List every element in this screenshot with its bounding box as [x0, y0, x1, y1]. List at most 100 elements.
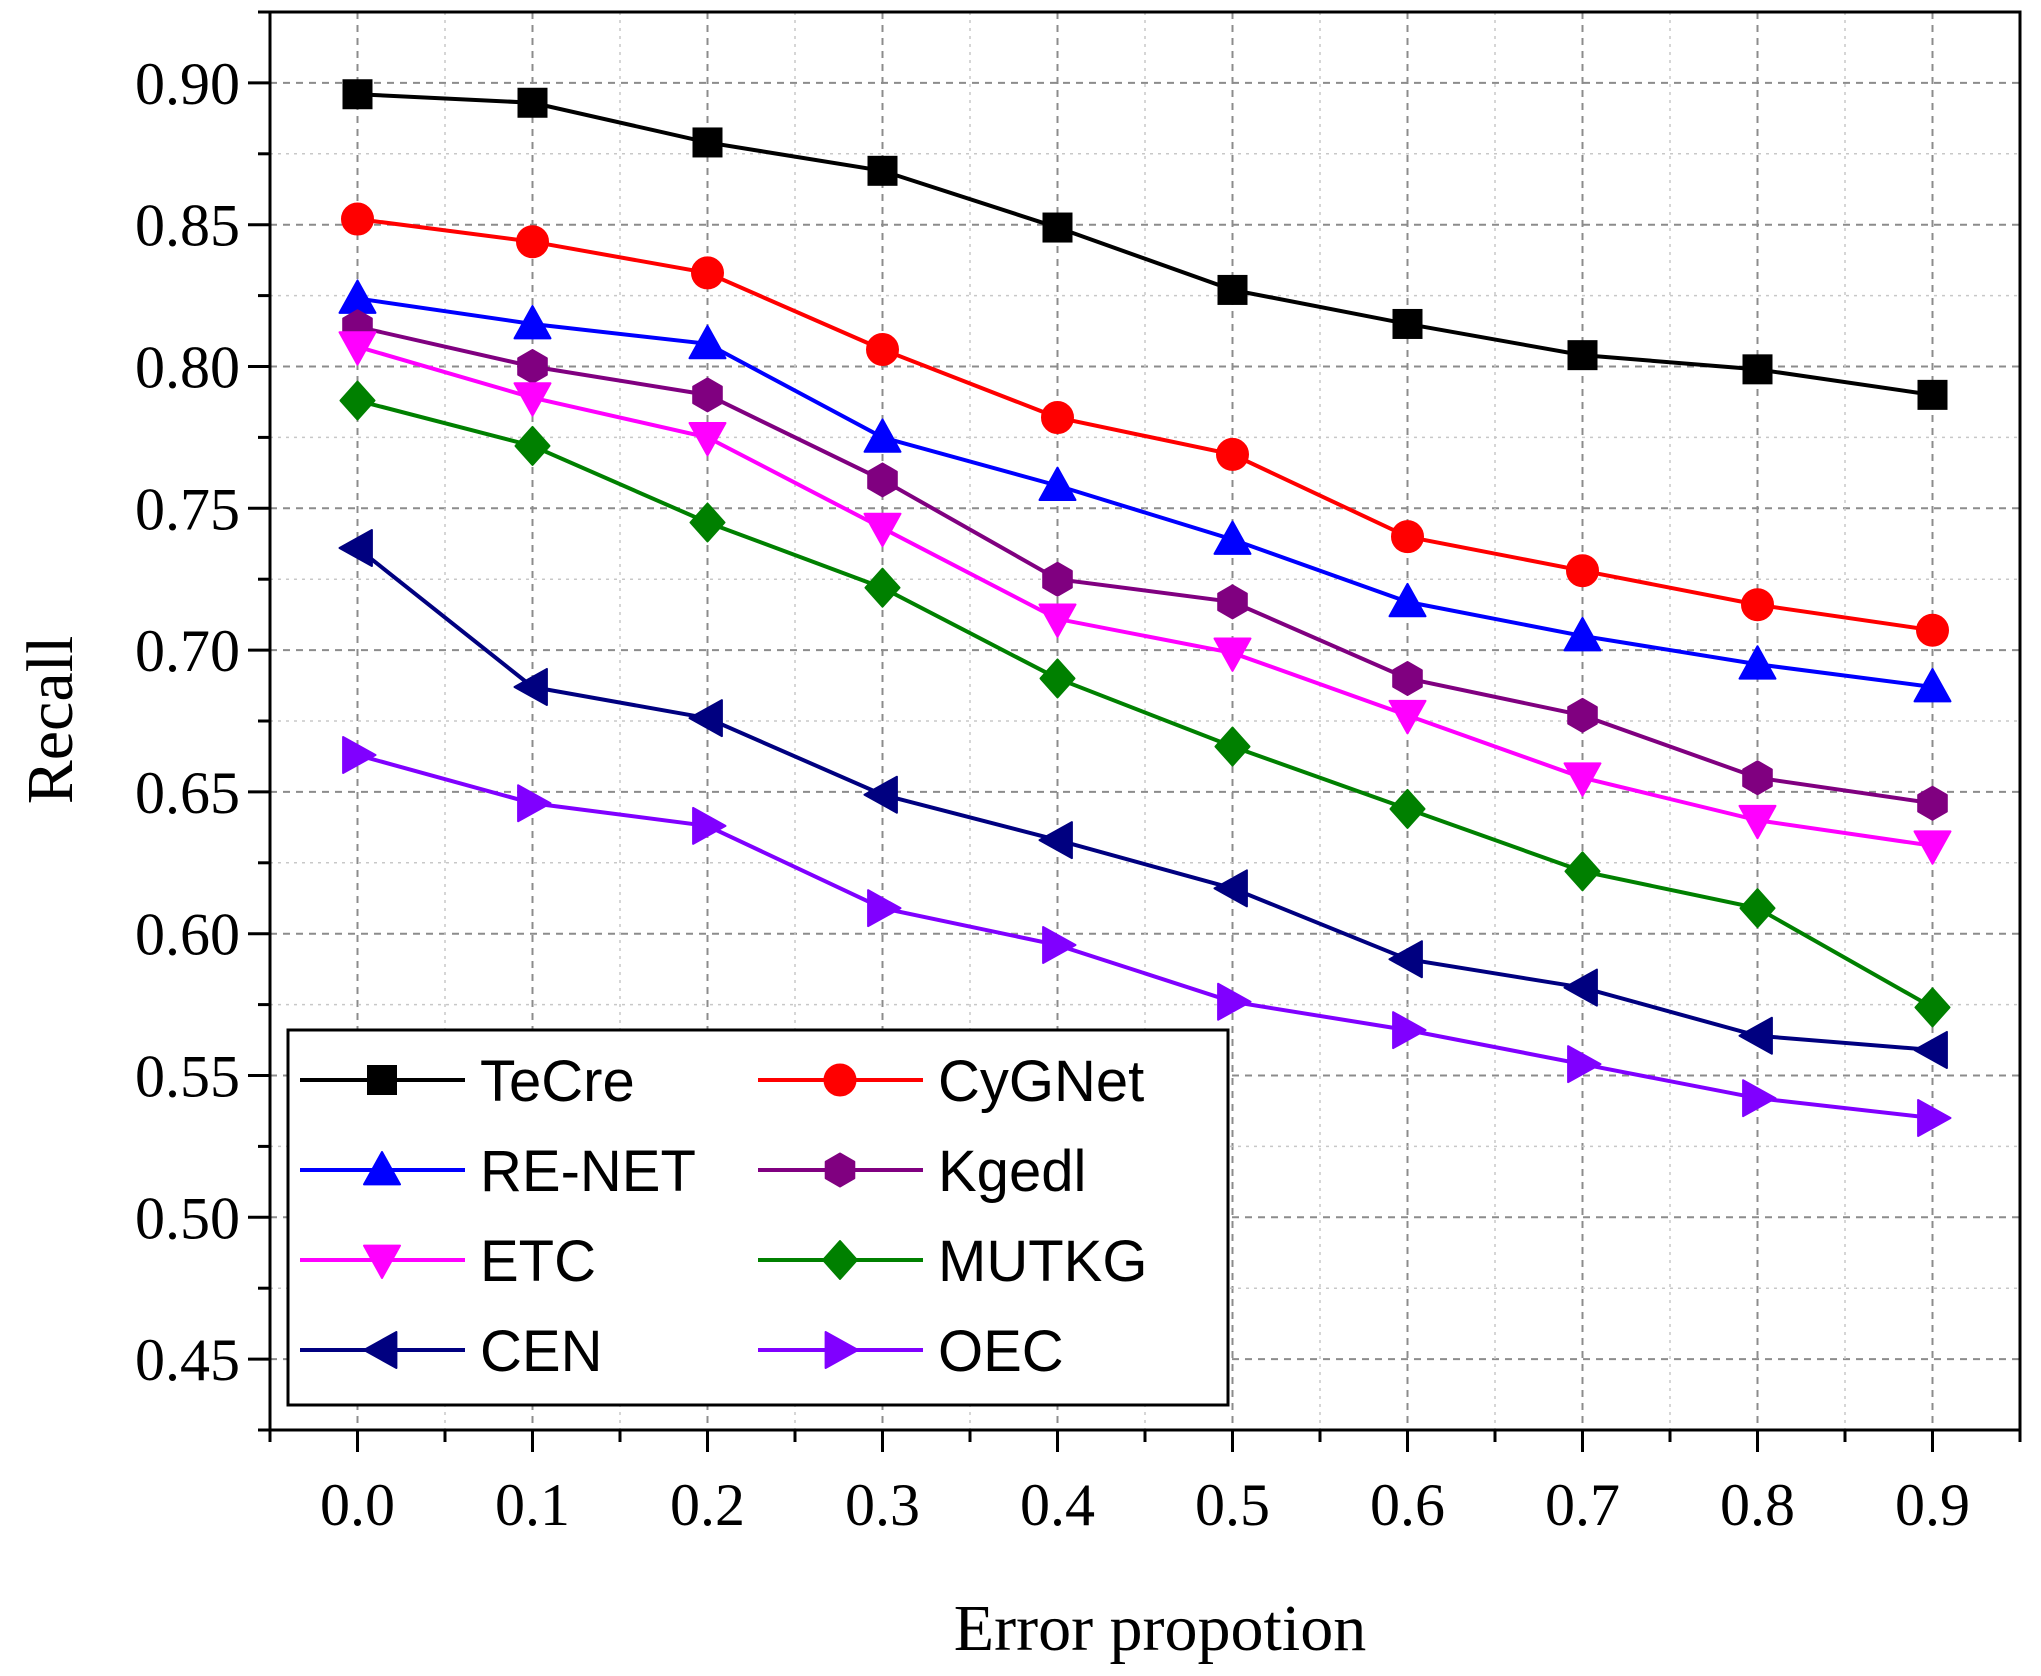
data-point-mutkg — [1214, 726, 1251, 767]
legend-label: ETC — [480, 1229, 596, 1294]
y-tick-label: 0.75 — [135, 476, 240, 542]
data-point-mutkg — [514, 425, 551, 466]
data-point-cygnet — [1916, 613, 1949, 647]
data-point-kgedl — [1392, 660, 1423, 696]
series-group — [338, 79, 1952, 1138]
data-point-tecre — [1217, 274, 1248, 305]
x-tick-label: 0.9 — [1895, 1472, 1970, 1538]
series-line-mutkg — [356, 398, 1934, 1010]
series-etc — [338, 331, 1952, 865]
legend-marker — [363, 1151, 401, 1186]
data-point-kgedl — [1217, 584, 1248, 620]
data-point-mutkg — [1389, 788, 1426, 829]
data-point-re-net — [1738, 645, 1777, 680]
data-point-oec — [1392, 1011, 1427, 1050]
data-point-kgedl — [867, 462, 898, 498]
legend-label: CyGNet — [938, 1049, 1144, 1114]
series-line-kgedl — [357, 324, 1933, 806]
data-point-cen — [1388, 940, 1423, 979]
data-point-mutkg — [1739, 888, 1776, 929]
legend-box — [286, 1028, 1230, 1407]
data-point-cen — [1738, 1016, 1773, 1055]
data-point-etc — [1913, 830, 1952, 865]
data-point-oec — [342, 736, 377, 775]
data-point-cen — [1213, 869, 1248, 908]
x-tick-label: 0.8 — [1720, 1472, 1795, 1538]
data-point-re-net — [1913, 667, 1952, 703]
data-point-tecre — [517, 87, 548, 118]
data-point-mutkg — [1564, 851, 1601, 892]
data-point-cen — [688, 699, 723, 738]
axes: 0.0 0.1 0.2 0.3 0.4 0.5 0.6 0.7 0.8 0.9 0.45 0.50 0.… — [135, 10, 2022, 1538]
legend-item-cygnet: CyGNet — [758, 1049, 1144, 1114]
x-tick-label: 0.5 — [1195, 1472, 1270, 1538]
data-point-oec — [1217, 982, 1252, 1021]
data-point-re-net — [863, 418, 902, 453]
data-point-cygnet — [516, 225, 549, 259]
data-point-cygnet — [1391, 520, 1424, 554]
data-point-re-net — [513, 304, 552, 340]
data-point-tecre — [692, 127, 723, 158]
series-oec — [342, 736, 1952, 1138]
legend-item-re-net: RE-NET — [300, 1139, 696, 1204]
data-point-etc — [1213, 637, 1252, 672]
data-point-oec — [1042, 926, 1077, 965]
legend-marker — [367, 1065, 397, 1095]
data-point-cen — [1913, 1030, 1948, 1069]
series-cygnet — [341, 202, 1949, 647]
data-point-cygnet — [1741, 588, 1774, 622]
legend-label: CEN — [480, 1319, 602, 1384]
data-point-cen — [513, 667, 548, 706]
legend: TeCre CyGNet RE-NET Kgedl ETC MUTKG CEN OEC — [286, 1028, 1230, 1407]
series-line-cen — [356, 546, 1933, 1052]
data-point-etc — [338, 331, 377, 366]
data-point-cygnet — [866, 332, 899, 366]
y-tick-label: 0.55 — [135, 1044, 240, 1110]
legend-marker — [823, 1063, 857, 1097]
data-point-oec — [867, 889, 902, 928]
y-tick-label: 0.60 — [135, 902, 240, 968]
data-point-mutkg — [689, 502, 726, 543]
data-point-mutkg — [864, 567, 901, 608]
data-point-etc — [1738, 804, 1777, 840]
legend-marker — [822, 1240, 858, 1280]
y-tick-label: 0.80 — [135, 335, 240, 401]
data-point-etc — [863, 512, 902, 548]
legend-item-kgedl: Kgedl — [758, 1139, 1086, 1204]
y-tick-label: 0.45 — [135, 1327, 240, 1393]
data-point-cygnet — [341, 202, 374, 236]
data-point-etc — [1038, 603, 1077, 638]
data-point-tecre — [1917, 379, 1948, 410]
data-point-oec — [692, 806, 727, 845]
legend-item-cen: CEN — [300, 1319, 602, 1384]
legend-item-etc: ETC — [300, 1229, 596, 1294]
data-point-kgedl — [1742, 760, 1773, 796]
data-point-cygnet — [691, 256, 724, 290]
series-re-net — [338, 279, 1952, 703]
data-point-cygnet — [1216, 437, 1249, 471]
data-point-re-net — [1213, 520, 1252, 555]
data-point-kgedl — [692, 377, 723, 413]
data-point-re-net — [1563, 616, 1602, 652]
legend-label: OEC — [938, 1319, 1064, 1384]
series-line-cygnet — [357, 217, 1933, 633]
legend-marker — [824, 1152, 856, 1188]
data-point-kgedl — [1042, 561, 1073, 597]
legend-label: MUTKG — [938, 1229, 1147, 1294]
y-axis-title: Recall — [14, 636, 87, 805]
data-point-tecre — [1042, 212, 1073, 243]
data-point-re-net — [1038, 466, 1077, 502]
legend-item-tecre: TeCre — [300, 1049, 635, 1114]
series-tecre — [342, 79, 1948, 410]
data-point-cygnet — [1041, 401, 1074, 435]
series-line-tecre — [357, 92, 1933, 397]
x-tick-label: 0.6 — [1370, 1472, 1445, 1538]
data-point-tecre — [342, 79, 373, 110]
legend-marker — [363, 1244, 401, 1279]
data-point-tecre — [1392, 308, 1423, 339]
legend-marker — [824, 1331, 859, 1369]
data-point-tecre — [867, 155, 898, 186]
data-point-oec — [1567, 1045, 1602, 1084]
series-cen — [338, 529, 1948, 1069]
